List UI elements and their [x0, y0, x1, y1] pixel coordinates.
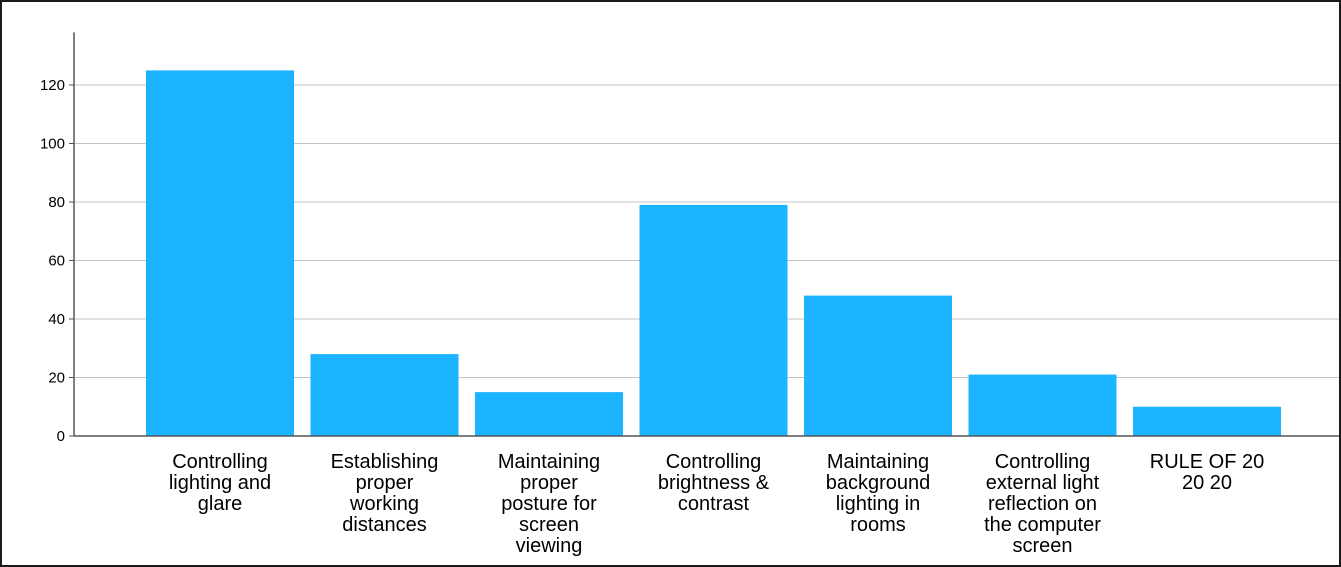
category-label-line: screen — [519, 514, 579, 536]
category-label-line: 20 20 — [1182, 472, 1232, 494]
category-label: Establishing proper working distances — [331, 451, 439, 536]
bar — [804, 295, 952, 436]
category-label: Maintaining proper posture for screen viewin… — [498, 451, 600, 557]
category-label: RULE OF 20 20 20 — [1150, 451, 1264, 494]
bar — [639, 204, 788, 436]
y-tick-label: 120 — [40, 77, 65, 94]
bar — [146, 70, 294, 436]
y-tick-label: 0 — [57, 428, 65, 445]
category-labels: Controlling lighting and glareEstablishing… — [169, 451, 1264, 557]
category-label-line: external light — [986, 472, 1100, 494]
y-tick-labels: 0 20 40 60 80 100 120 — [40, 77, 65, 445]
category-label-line: glare — [198, 493, 242, 515]
category-label-line: Controlling — [666, 451, 762, 473]
category-label-line: working — [349, 493, 419, 515]
category-label-line: posture for — [501, 493, 597, 515]
y-tick-label: 80 — [48, 194, 65, 211]
y-tick-label: 40 — [48, 311, 65, 328]
bar — [310, 354, 459, 436]
y-tick-label: 60 — [48, 253, 65, 270]
category-label-line: distances — [342, 514, 427, 536]
category-label-line: Maintaining — [827, 451, 929, 473]
category-label-line: rooms — [850, 514, 906, 536]
bar — [1133, 406, 1281, 436]
category-label-line: viewing — [516, 535, 583, 557]
category-label-line: the computer — [984, 514, 1101, 536]
category-label-line: screen — [1012, 535, 1072, 557]
category-label: Controlling lighting and glare — [169, 451, 271, 515]
category-label-line: proper — [520, 472, 578, 494]
category-label-line: Controlling — [172, 451, 268, 473]
category-label-line: Controlling — [995, 451, 1091, 473]
y-tick-label: 20 — [48, 370, 65, 387]
category-label-line: Establishing — [331, 451, 439, 473]
category-label: Maintaining background lighting in rooms — [826, 451, 931, 536]
category-label: Controlling external light reflection on th… — [984, 451, 1101, 557]
category-label-line: proper — [356, 472, 414, 494]
category-label-line: brightness & — [658, 472, 770, 494]
category-label-line: RULE OF 20 — [1150, 451, 1264, 473]
category-label-line: Maintaining — [498, 451, 600, 473]
category-label-line: lighting and — [169, 472, 271, 494]
bar — [475, 392, 623, 436]
category-label-line: lighting in — [836, 493, 921, 515]
axes — [69, 32, 1339, 437]
bars — [146, 70, 1281, 436]
y-tick-label: 100 — [40, 136, 65, 153]
category-label-line: background — [826, 472, 931, 494]
bar — [968, 374, 1117, 436]
category-label-line: contrast — [678, 493, 750, 515]
category-label-line: reflection on — [988, 493, 1097, 515]
category-label: Controlling brightness & contrast — [658, 451, 770, 515]
